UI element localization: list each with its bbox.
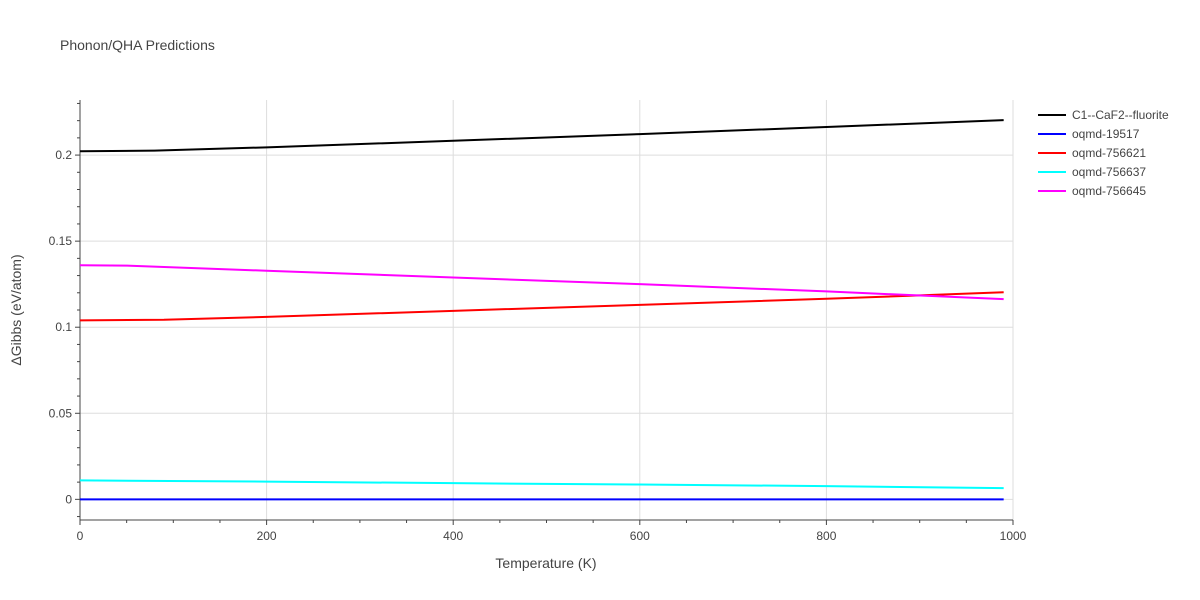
legend-label: oqmd-756645: [1072, 184, 1146, 198]
y-axis-title: ΔGibbs (eV/atom): [8, 254, 24, 365]
x-tick-label: 600: [630, 529, 650, 543]
y-tick-label: 0.1: [55, 320, 72, 334]
legend-label: C1--CaF2--fluorite: [1072, 108, 1169, 122]
legend-item[interactable]: oqmd-19517: [1038, 127, 1140, 141]
legend-label: oqmd-19517: [1072, 127, 1140, 141]
x-tick-label: 800: [816, 529, 836, 543]
x-tick-label: 1000: [1000, 529, 1027, 543]
legend-item[interactable]: C1--CaF2--fluorite: [1038, 108, 1169, 122]
y-tick-label: 0.05: [49, 406, 73, 420]
y-tick-label: 0.2: [55, 148, 72, 162]
series-line-2: [79, 291, 1004, 322]
x-axis-title: Temperature (K): [495, 555, 596, 571]
legend-label: oqmd-756621: [1072, 146, 1146, 160]
legend[interactable]: C1--CaF2--fluorite oqmd-19517 oqmd-756621 o…: [1038, 108, 1169, 198]
legend-item[interactable]: oqmd-756645: [1038, 184, 1146, 198]
x-tick-label: 0: [77, 529, 84, 543]
axes: 0 200 400 600 800 1000 0 0.05 0.1 0.15 0.2: [49, 100, 1027, 543]
legend-item[interactable]: oqmd-756637: [1038, 165, 1146, 179]
x-tick-label: 400: [443, 529, 463, 543]
chart-title: Phonon/QHA Predictions: [60, 37, 215, 53]
y-tick-label: 0.15: [49, 234, 73, 248]
series-line-4: [79, 264, 1004, 301]
legend-label: oqmd-756637: [1072, 165, 1146, 179]
y-tick-label: 0: [65, 492, 72, 506]
series-line-0: [79, 119, 1004, 153]
series-line-3: [79, 479, 1004, 490]
legend-item[interactable]: oqmd-756621: [1038, 146, 1146, 160]
x-tick-label: 200: [257, 529, 277, 543]
grid: [80, 100, 1014, 520]
series-lines: [79, 119, 1004, 501]
